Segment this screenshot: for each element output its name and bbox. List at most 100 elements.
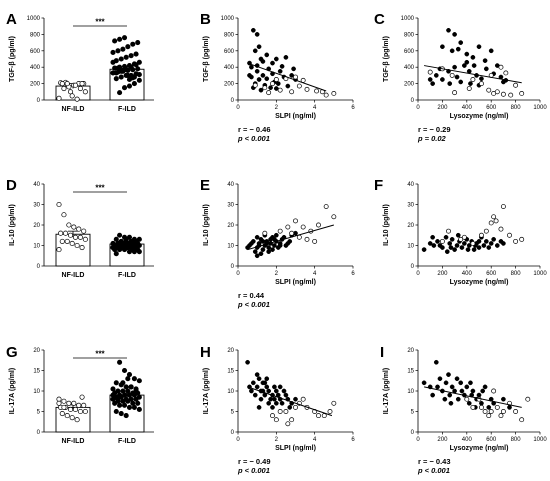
data-point: [285, 241, 291, 246]
data-point: [289, 230, 295, 236]
stat-p: p < 0.001: [237, 466, 270, 475]
x-tick-label: 4: [313, 437, 317, 443]
data-point: [56, 396, 62, 402]
x-tick-label: 1000: [533, 437, 547, 443]
data-point: [293, 404, 298, 410]
data-point: [513, 409, 519, 414]
data-point: [258, 251, 264, 257]
x-tick-label: 800: [511, 271, 522, 277]
data-point: [279, 64, 285, 69]
data-point: [501, 79, 506, 85]
data-point: [69, 240, 75, 247]
data-point: [421, 247, 427, 252]
data-point: [331, 400, 337, 406]
data-point: [304, 86, 310, 92]
data-point: [135, 400, 141, 406]
data-point: [479, 76, 484, 82]
y-tick-label: 30: [33, 203, 40, 209]
panel-letter: A: [6, 11, 17, 28]
y-tick-label: 0: [37, 430, 41, 436]
x-tick-label: 400: [462, 271, 473, 277]
data-point: [270, 405, 275, 410]
y-tick-label: 30: [227, 203, 234, 209]
category-label: F-ILD: [118, 272, 136, 279]
data-point: [459, 388, 465, 394]
data-point: [476, 239, 482, 244]
data-point: [77, 234, 83, 240]
data-point: [79, 245, 85, 251]
data-point: [71, 224, 77, 230]
data-point: [74, 96, 80, 102]
data-point: [470, 77, 476, 82]
data-point: [466, 86, 472, 91]
y-tick-label: 1000: [221, 16, 235, 22]
data-point: [486, 245, 492, 250]
x-tick-label: 0: [416, 271, 420, 277]
data-point: [76, 226, 82, 232]
stat-r: r = − 0.29: [418, 125, 451, 134]
data-point: [110, 245, 116, 251]
data-point: [112, 38, 118, 44]
data-point: [128, 240, 134, 247]
data-point: [481, 243, 487, 248]
data-point: [67, 232, 74, 238]
data-point: [452, 247, 457, 252]
y-tick-label: 40: [33, 182, 40, 188]
data-point: [488, 48, 494, 54]
data-point: [316, 222, 321, 228]
data-point: [300, 224, 306, 230]
x-tick-label: 6: [351, 437, 355, 443]
data-point: [72, 82, 79, 88]
data-point: [266, 249, 272, 254]
data-point: [293, 396, 298, 402]
data-point: [264, 76, 270, 82]
y-tick-label: 10: [33, 389, 40, 395]
data-point: [264, 376, 270, 382]
y-tick-label: 10: [227, 244, 234, 250]
data-point: [296, 83, 302, 89]
data-point: [133, 51, 139, 57]
data-point: [480, 388, 486, 394]
data-point: [120, 46, 126, 52]
data-point: [482, 384, 488, 390]
stat-r: r = − 0.46: [238, 125, 271, 134]
data-point: [455, 232, 461, 238]
data-point: [275, 81, 281, 86]
data-point: [266, 400, 272, 406]
data-point: [446, 228, 451, 234]
stat-r: r = − 0.43: [418, 457, 451, 466]
data-point: [461, 234, 467, 240]
data-point: [126, 372, 133, 378]
data-point: [270, 247, 275, 252]
x-tick-label: 2: [275, 271, 279, 277]
data-point: [464, 396, 470, 402]
data-point: [513, 82, 519, 88]
panel-f: F 0 10 20 30 40 IL-10 (pg/ml) 0 200 400 600 800 1000…: [374, 177, 547, 286]
data-point: [64, 238, 70, 244]
data-point: [82, 408, 88, 415]
y-tick-label: 40: [227, 182, 234, 188]
data-point: [81, 228, 87, 234]
data-point: [293, 218, 298, 224]
data-point: [115, 396, 121, 402]
data-point: [519, 236, 525, 242]
data-point: [454, 376, 460, 382]
data-point: [254, 384, 260, 390]
data-point: [272, 243, 277, 248]
data-point: [258, 396, 264, 402]
data-point: [126, 392, 133, 398]
panel-letter: I: [380, 344, 384, 361]
y-tick-label: 10: [227, 389, 234, 395]
data-point: [437, 376, 443, 382]
data-point: [245, 359, 250, 365]
data-point: [273, 388, 279, 394]
data-point: [64, 81, 70, 87]
y-tick-label: 1000: [401, 16, 415, 22]
data-point: [252, 48, 258, 54]
stat-r: r = 0.44: [238, 291, 265, 300]
stat-p: p < 0.001: [417, 466, 450, 475]
data-point: [130, 75, 136, 81]
data-point: [249, 241, 254, 246]
y-tick-label: 10: [33, 244, 40, 250]
